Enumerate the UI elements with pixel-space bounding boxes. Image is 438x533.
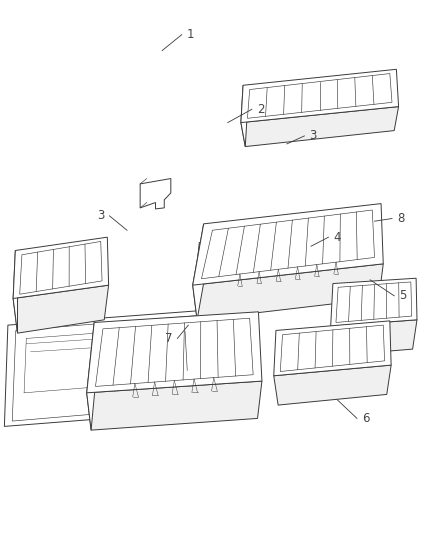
Polygon shape bbox=[274, 321, 391, 376]
Polygon shape bbox=[95, 318, 253, 386]
Polygon shape bbox=[331, 320, 417, 356]
Polygon shape bbox=[195, 227, 368, 286]
Polygon shape bbox=[241, 107, 399, 147]
Polygon shape bbox=[12, 316, 200, 421]
Polygon shape bbox=[201, 210, 374, 279]
Text: 1: 1 bbox=[187, 28, 194, 41]
Polygon shape bbox=[250, 74, 390, 108]
Polygon shape bbox=[193, 264, 383, 320]
Polygon shape bbox=[13, 251, 18, 333]
Text: 4: 4 bbox=[333, 231, 341, 244]
Polygon shape bbox=[193, 224, 208, 320]
Text: 3: 3 bbox=[310, 130, 317, 142]
Polygon shape bbox=[13, 237, 109, 298]
Polygon shape bbox=[13, 285, 109, 333]
Polygon shape bbox=[346, 232, 359, 241]
Text: 3: 3 bbox=[97, 209, 104, 222]
Polygon shape bbox=[241, 85, 247, 147]
Text: 2: 2 bbox=[257, 103, 265, 116]
Text: 6: 6 bbox=[362, 412, 370, 425]
Polygon shape bbox=[331, 278, 417, 326]
Text: 7: 7 bbox=[165, 332, 173, 345]
Polygon shape bbox=[293, 235, 333, 249]
Polygon shape bbox=[87, 381, 262, 430]
Polygon shape bbox=[87, 322, 98, 430]
Polygon shape bbox=[280, 325, 385, 372]
Polygon shape bbox=[20, 241, 102, 294]
Polygon shape bbox=[140, 179, 171, 209]
Text: 8: 8 bbox=[397, 212, 404, 225]
Polygon shape bbox=[247, 74, 392, 118]
Polygon shape bbox=[336, 282, 412, 322]
Polygon shape bbox=[274, 365, 391, 405]
Polygon shape bbox=[214, 240, 285, 257]
Polygon shape bbox=[4, 310, 208, 426]
Text: 5: 5 bbox=[399, 289, 406, 302]
Polygon shape bbox=[193, 204, 383, 285]
Polygon shape bbox=[87, 312, 262, 393]
Polygon shape bbox=[241, 69, 399, 123]
